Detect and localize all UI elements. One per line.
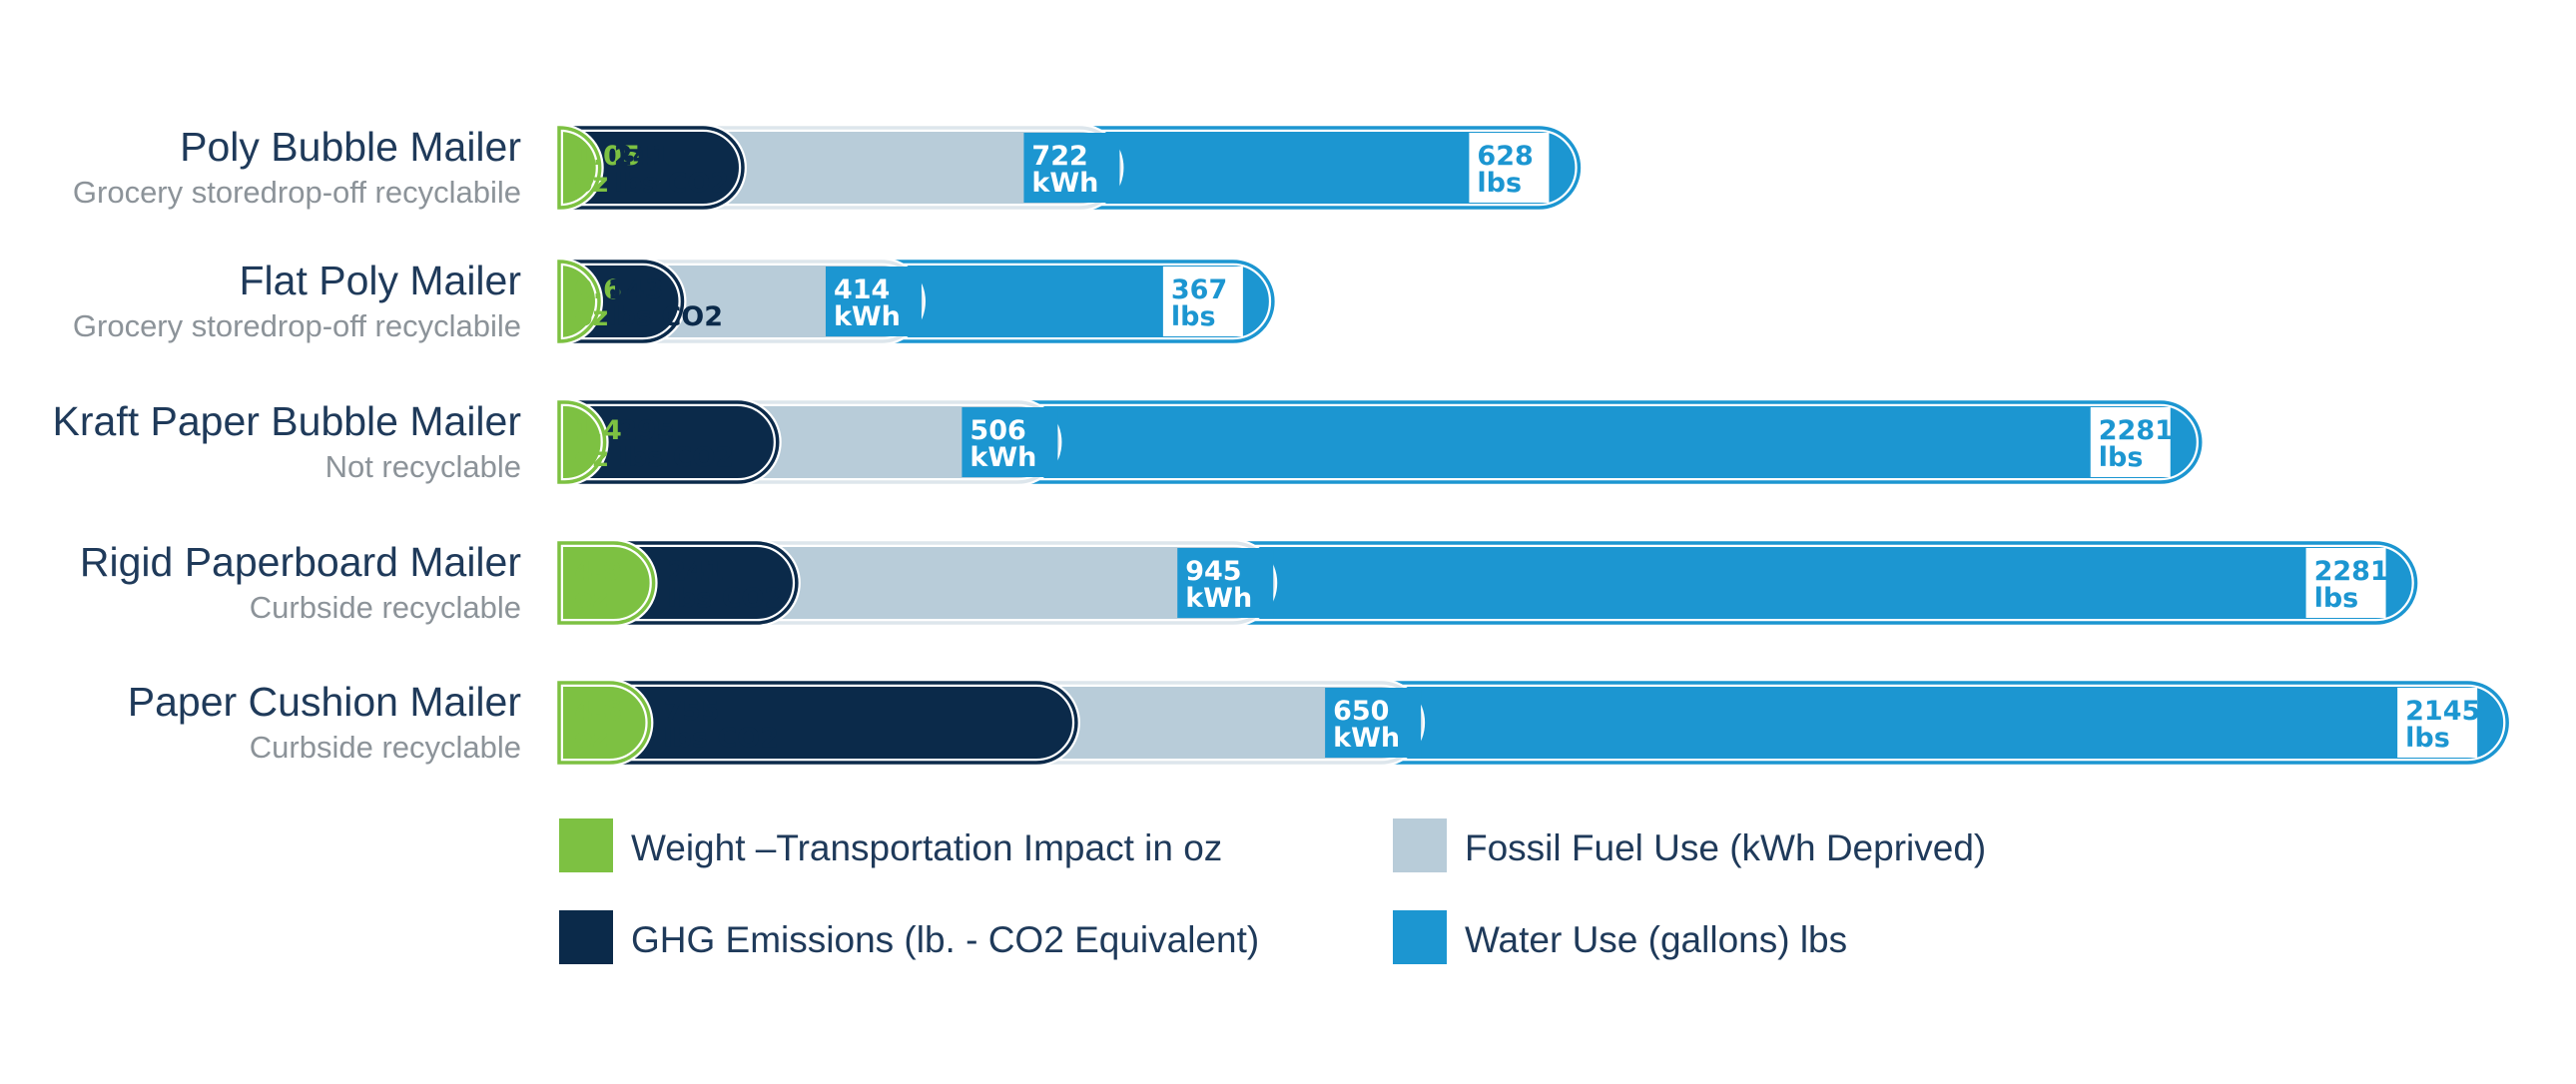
value-label: 755 bbox=[663, 696, 719, 727]
value-label: 4.6 bbox=[574, 696, 622, 727]
unit-label: lbs bbox=[1171, 301, 1216, 332]
unit-label: oz bbox=[574, 168, 608, 199]
value-label: 722 bbox=[1031, 141, 1087, 172]
segment-outline bbox=[557, 681, 2509, 765]
value-label: 241 bbox=[614, 141, 670, 172]
unit-label: kWh bbox=[1031, 168, 1098, 199]
value-label: 1.4 bbox=[574, 415, 622, 446]
bar-segment-1 bbox=[559, 128, 600, 208]
unit-label: lbs bbox=[1477, 168, 1522, 199]
segment-outline bbox=[557, 541, 2418, 625]
value-label-bg bbox=[825, 267, 922, 336]
value-label: 414 bbox=[834, 274, 890, 305]
value-label: 2281 bbox=[2099, 415, 2174, 446]
segment-outline bbox=[557, 260, 601, 343]
unit-label: lbs bbox=[2099, 442, 2144, 473]
category-label: Poly Bubble Mailer bbox=[180, 124, 521, 170]
value-label-bg bbox=[1177, 548, 1274, 618]
value-label: 650 bbox=[1333, 696, 1389, 727]
unit-label: lbs bbox=[2405, 723, 2450, 754]
bar-segment-2 bbox=[559, 402, 778, 482]
value-label-bg bbox=[2090, 407, 2171, 477]
bar-segment-1 bbox=[559, 262, 599, 341]
value-label: 295 bbox=[619, 415, 675, 446]
unit-label: lbs CO2 bbox=[668, 583, 784, 614]
unit-label: kWh bbox=[1333, 723, 1400, 754]
value-label-bg bbox=[2305, 548, 2386, 618]
category-note: Grocery storedrop-off recyclabile bbox=[73, 175, 521, 210]
value-label-bg bbox=[962, 407, 1058, 477]
value-label-bg bbox=[1325, 688, 1422, 758]
category-note: Not recyclable bbox=[325, 449, 521, 484]
unit-label: kWh bbox=[969, 442, 1036, 473]
value-label: 4.9 bbox=[574, 556, 622, 587]
value-label-bg bbox=[1023, 133, 1120, 203]
category-note: Curbside recyclable bbox=[250, 590, 521, 625]
value-label-bg bbox=[1469, 133, 1550, 203]
segment-outline bbox=[557, 400, 607, 484]
value-label: 241 bbox=[668, 556, 724, 587]
bar-segment-2 bbox=[559, 128, 743, 208]
legend-label: Weight –Transportation Impact in oz bbox=[631, 827, 1222, 868]
segment-outline bbox=[557, 126, 1582, 210]
segment-outline bbox=[557, 541, 799, 625]
bar-segment-2 bbox=[559, 683, 1076, 763]
legend-swatch bbox=[559, 910, 613, 964]
unit-label: oz bbox=[574, 723, 608, 754]
category-note: Grocery storedrop-off recyclabile bbox=[73, 308, 521, 343]
value-label: 367 bbox=[1171, 274, 1227, 305]
unit-label: lbs CO2 bbox=[614, 168, 730, 199]
category-label: Paper Cushion Mailer bbox=[128, 679, 521, 725]
segment-outline bbox=[557, 400, 780, 484]
unit-label: lbs bbox=[2314, 583, 2359, 614]
unit-label: lbs CO2 bbox=[663, 723, 779, 754]
category-label: Flat Poly Mailer bbox=[239, 258, 521, 303]
segment-outline bbox=[557, 541, 656, 625]
value-label: 143 bbox=[607, 274, 663, 305]
value-label: 628 bbox=[1477, 141, 1533, 172]
legend-swatch bbox=[559, 818, 613, 872]
unit-label: oz bbox=[574, 442, 608, 473]
legend-swatch bbox=[1393, 818, 1447, 872]
bar-segment-1 bbox=[559, 543, 654, 623]
segment-outline bbox=[557, 126, 602, 210]
legend-label: Fossil Fuel Use (kWh Deprived) bbox=[1465, 827, 1986, 868]
segment-outline bbox=[557, 260, 685, 343]
bar-segment-1 bbox=[559, 683, 650, 763]
legend: Weight –Transportation Impact in oz Fossi… bbox=[559, 818, 1986, 964]
value-label: 2145 bbox=[2405, 696, 2480, 727]
value-label-bg bbox=[2397, 688, 2478, 758]
segment-outline bbox=[557, 400, 2203, 484]
segment-outline bbox=[557, 260, 1275, 343]
unit-label: oz bbox=[574, 301, 608, 332]
legend-label: Water Use (gallons) lbs bbox=[1465, 919, 1847, 960]
unit-label: lbs CO2 bbox=[619, 442, 735, 473]
value-label: 0.6 bbox=[574, 274, 622, 305]
value-label: 2281 bbox=[2314, 556, 2389, 587]
value-label: 506 bbox=[969, 415, 1025, 446]
value-label: 1.05 bbox=[574, 141, 641, 172]
legend-swatch bbox=[1393, 910, 1447, 964]
unit-label: lbs CO2 bbox=[607, 301, 723, 332]
segment-outline bbox=[557, 681, 652, 765]
segment-outline bbox=[557, 681, 1078, 765]
unit-label: kWh bbox=[834, 301, 901, 332]
value-label: 945 bbox=[1185, 556, 1241, 587]
value-label-bg bbox=[1162, 267, 1243, 336]
category-label: Rigid Paperboard Mailer bbox=[80, 539, 521, 585]
category-note: Curbside recyclable bbox=[250, 730, 521, 765]
segment-outline bbox=[557, 126, 745, 210]
legend-label: GHG Emissions (lb. - CO2 Equivalent) bbox=[631, 919, 1259, 960]
bar-segment-1 bbox=[559, 402, 605, 482]
unit-label: oz bbox=[574, 583, 608, 614]
unit-label: kWh bbox=[1185, 583, 1252, 614]
category-label: Kraft Paper Bubble Mailer bbox=[53, 398, 521, 444]
bars-layer: Poly Bubble Mailer Grocery storedrop-off … bbox=[53, 124, 2512, 767]
